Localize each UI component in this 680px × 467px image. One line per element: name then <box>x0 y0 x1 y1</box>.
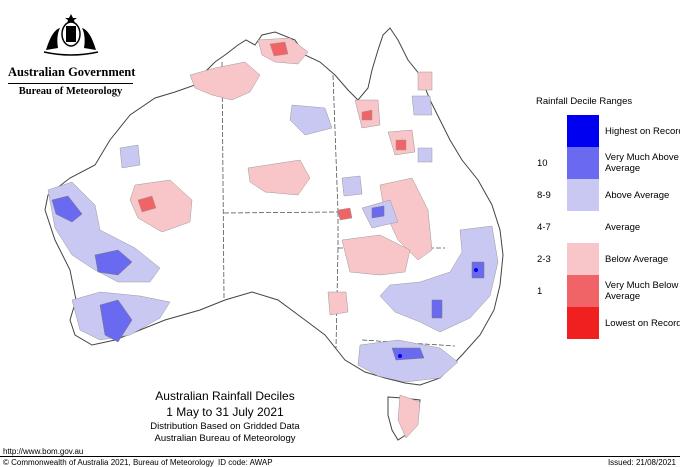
legend-range: 2-3 <box>537 253 551 265</box>
legend-range: 8-9 <box>537 189 551 201</box>
legend-label: Above Average <box>605 189 670 201</box>
legend-swatch-very-much-above <box>567 147 599 179</box>
footer-divider <box>0 456 680 457</box>
legend-label: Highest on Record <box>605 125 680 137</box>
legend-title: Rainfall Decile Ranges <box>536 96 633 107</box>
map-method: Distribution Based on Gridded Data <box>150 421 300 432</box>
legend-row-lowest: Lowest on Record <box>537 307 680 339</box>
website-url: http://www.bom.gov.au <box>3 447 84 456</box>
map-source: Australian Bureau of Meteorology <box>154 433 296 444</box>
map-title: Australian Rainfall Deciles <box>155 389 295 403</box>
issued-date: Issued: 21/08/2021 <box>607 458 676 467</box>
legend-row-very-much-above: 10 Very Much Above Average <box>537 147 680 179</box>
legend-label: Lowest on Record <box>605 317 680 329</box>
legend-label: Very Much Above Average <box>605 152 679 174</box>
map-period: 1 May to 31 July 2021 <box>166 405 284 419</box>
copyright-text: © Commonwealth of Australia 2021, Bureau… <box>3 458 214 467</box>
legend-row-below: 2-3 Below Average <box>537 243 680 275</box>
map-title-block: Australian Rainfall Deciles 1 May to 31 … <box>150 388 300 445</box>
legend-swatch-very-much-below <box>567 275 599 307</box>
legend-swatch-average <box>567 211 599 243</box>
legend-row-average: 4-7 Average <box>537 211 680 243</box>
highest-on-record-areas <box>398 268 478 358</box>
logo-divider <box>8 83 133 84</box>
government-name: Australian Government <box>8 65 136 79</box>
legend-range: 4-7 <box>537 221 551 233</box>
legend-swatch-above <box>567 179 599 211</box>
very-much-below-average-areas <box>137 41 407 221</box>
id-code: ID code: AWAP <box>218 458 273 467</box>
legend-swatch-lowest <box>567 307 599 339</box>
legend-row-highest: Highest on Record <box>537 115 680 147</box>
legend: Highest on Record 10 Very Much Above Ave… <box>537 115 680 339</box>
legend-swatch-highest <box>567 115 599 147</box>
legend-label: Very Much Below Average <box>605 280 679 302</box>
government-logo: Australian Government Bureau of Meteorol… <box>8 10 136 97</box>
legend-row-above: 8-9 Above Average <box>537 179 680 211</box>
legend-row-very-much-below: 1 Very Much Below Average <box>537 275 680 307</box>
legend-range: 1 <box>537 285 543 297</box>
legend-label: Below Average <box>605 253 669 265</box>
legend-swatch-below <box>567 243 599 275</box>
legend-range: 10 <box>537 157 548 169</box>
coat-of-arms-icon <box>43 14 98 56</box>
bureau-name: Bureau of Meteorology <box>18 86 123 97</box>
legend-label: Average <box>605 221 641 233</box>
